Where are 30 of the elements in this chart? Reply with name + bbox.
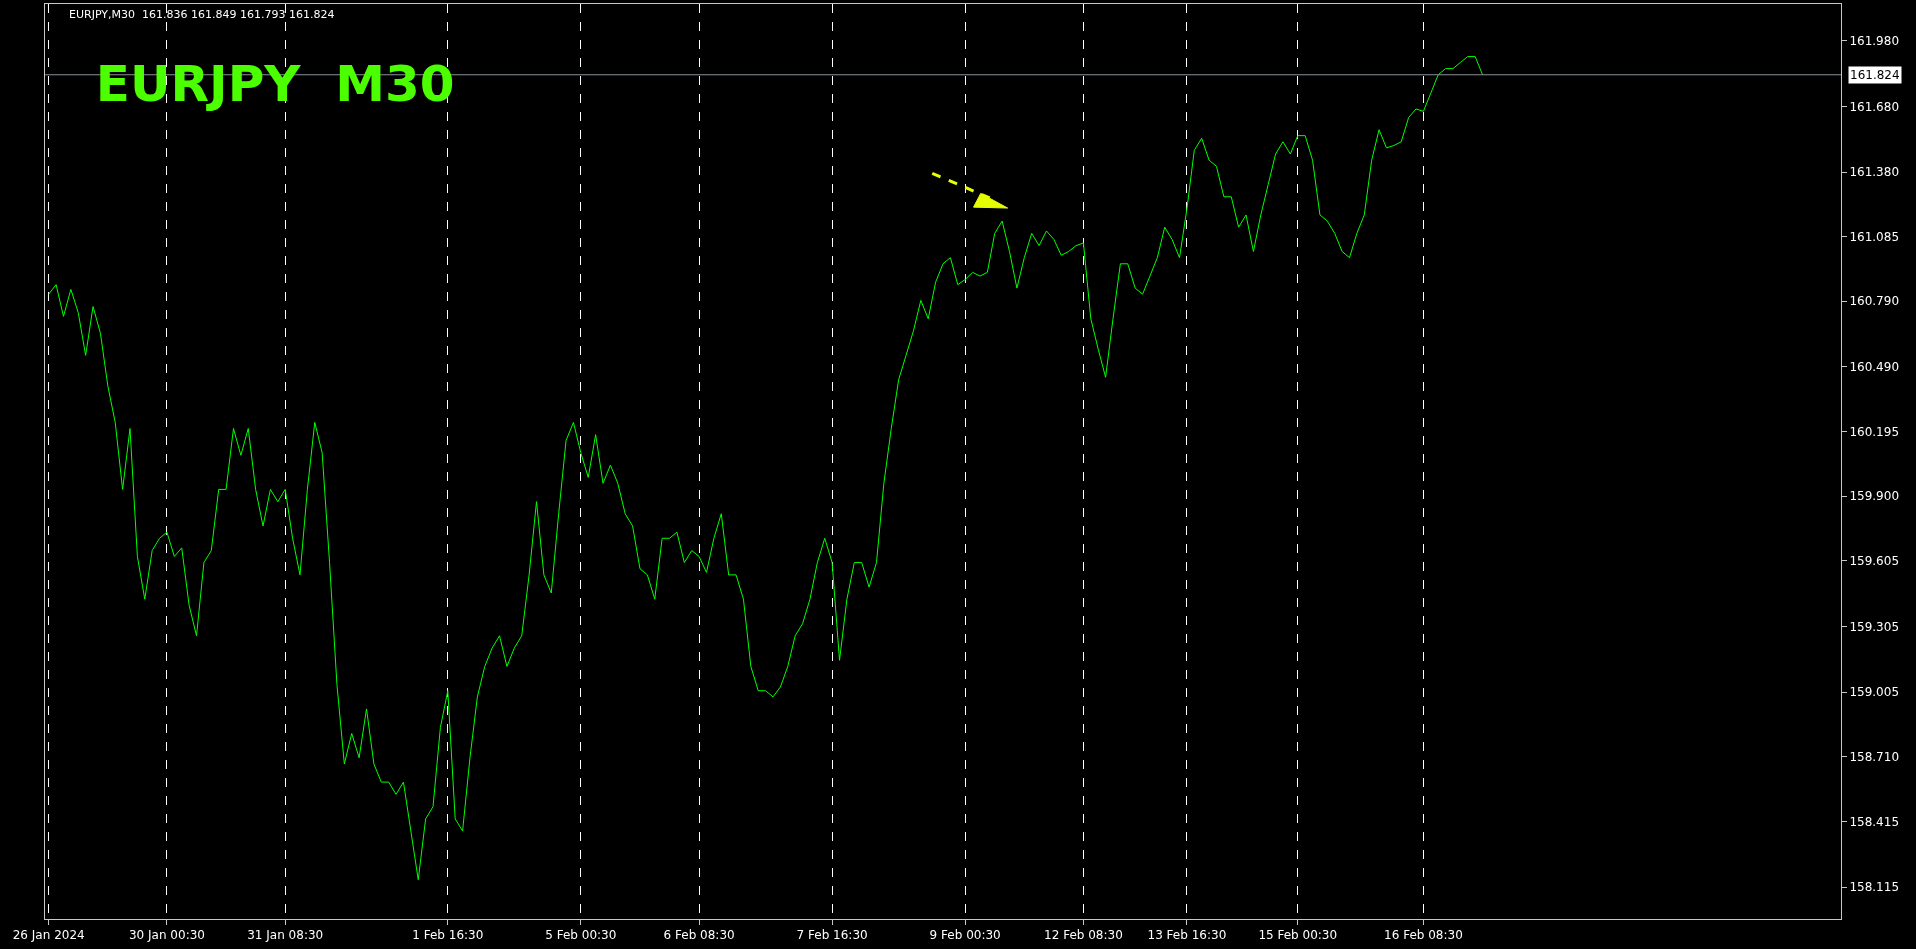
- y-tick-label: 159.005: [1849, 685, 1900, 700]
- x-tick-label: 1 Feb 16:30: [412, 928, 484, 943]
- x-tick-label: 26 Jan 2024: [12, 928, 85, 943]
- y-tick-label: 161.085: [1849, 229, 1900, 244]
- y-tick-label: 161.380: [1849, 165, 1900, 180]
- y-tick-label: 160.195: [1849, 424, 1900, 439]
- line-series: [48, 56, 1484, 881]
- annotation: EURJPY,M30 161.836 161.849 161.793 161.824: [69, 8, 335, 21]
- x-tick-label: 6 Feb 08:30: [663, 928, 735, 943]
- x-tick-label: 13 Feb 16:30: [1147, 928, 1227, 943]
- x-tick-label: 7 Feb 16:30: [796, 928, 868, 943]
- y-tick-label: 158.415: [1849, 814, 1900, 829]
- x-tick-label: 5 Feb 00:30: [545, 928, 617, 943]
- y-tick-label: 158.710: [1849, 750, 1900, 765]
- ref-line-label: 161.824: [1850, 68, 1900, 82]
- y-tick-label: 159.605: [1849, 554, 1900, 569]
- x-tick-label: 12 Feb 08:30: [1044, 928, 1123, 943]
- y-tick-label: 159.305: [1849, 619, 1900, 634]
- y-tick-label: 160.790: [1849, 294, 1900, 309]
- y-tick-label: 161.680: [1849, 99, 1900, 114]
- y-tick-label: 160.490: [1849, 360, 1900, 375]
- x-tick-label: 30 Jan 00:30: [128, 928, 205, 943]
- x-tick-label: 9 Feb 00:30: [929, 928, 1001, 943]
- x-tick-label: 16 Feb 08:30: [1384, 928, 1463, 943]
- y-tick-label: 159.900: [1849, 489, 1900, 504]
- x-tick-label: 31 Jan 08:30: [247, 928, 324, 943]
- y-tick-label: 161.980: [1849, 33, 1900, 48]
- text: EURJPY M30: [95, 55, 455, 114]
- x-tick-label: 15 Feb 00:30: [1258, 928, 1338, 943]
- y-tick-label: 158.115: [1849, 880, 1900, 895]
